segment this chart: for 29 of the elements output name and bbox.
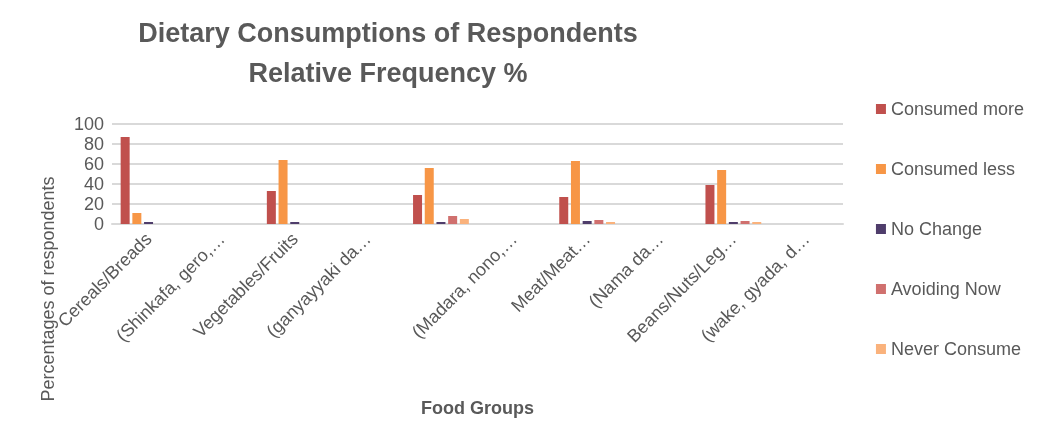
y-tick-label: 0 (93, 214, 104, 234)
bar (120, 137, 130, 224)
legend-label: No Change (890, 219, 983, 239)
y-tick-label: 60 (83, 154, 104, 174)
bar (459, 219, 469, 224)
y-axis-title: Percentages of respondents (38, 176, 58, 402)
legend-label: Never Consume (890, 339, 1021, 359)
x-axis-title: Food Groups (421, 398, 534, 418)
chart-title: Dietary Consumptions of Respondents Relative Frequency % (138, 18, 638, 88)
bar (559, 197, 569, 224)
y-tick-label: 40 (83, 174, 104, 194)
bar (740, 221, 750, 224)
bar (570, 161, 580, 224)
y-tick-label: 20 (83, 194, 104, 214)
bar (424, 168, 434, 224)
bar (278, 160, 288, 224)
y-tick-label: 100 (73, 114, 104, 134)
legend-label: Avoiding Now (890, 279, 1002, 299)
bar (594, 220, 604, 224)
legend-label: Consumed less (890, 159, 1015, 179)
bar (266, 191, 276, 224)
bar (582, 221, 592, 224)
bar (705, 185, 715, 224)
legend-label: Consumed more (890, 99, 1024, 119)
bar (413, 195, 423, 224)
y-tick-label: 80 (83, 134, 104, 154)
bar (132, 213, 142, 224)
bar (717, 170, 727, 224)
bar (448, 216, 458, 224)
